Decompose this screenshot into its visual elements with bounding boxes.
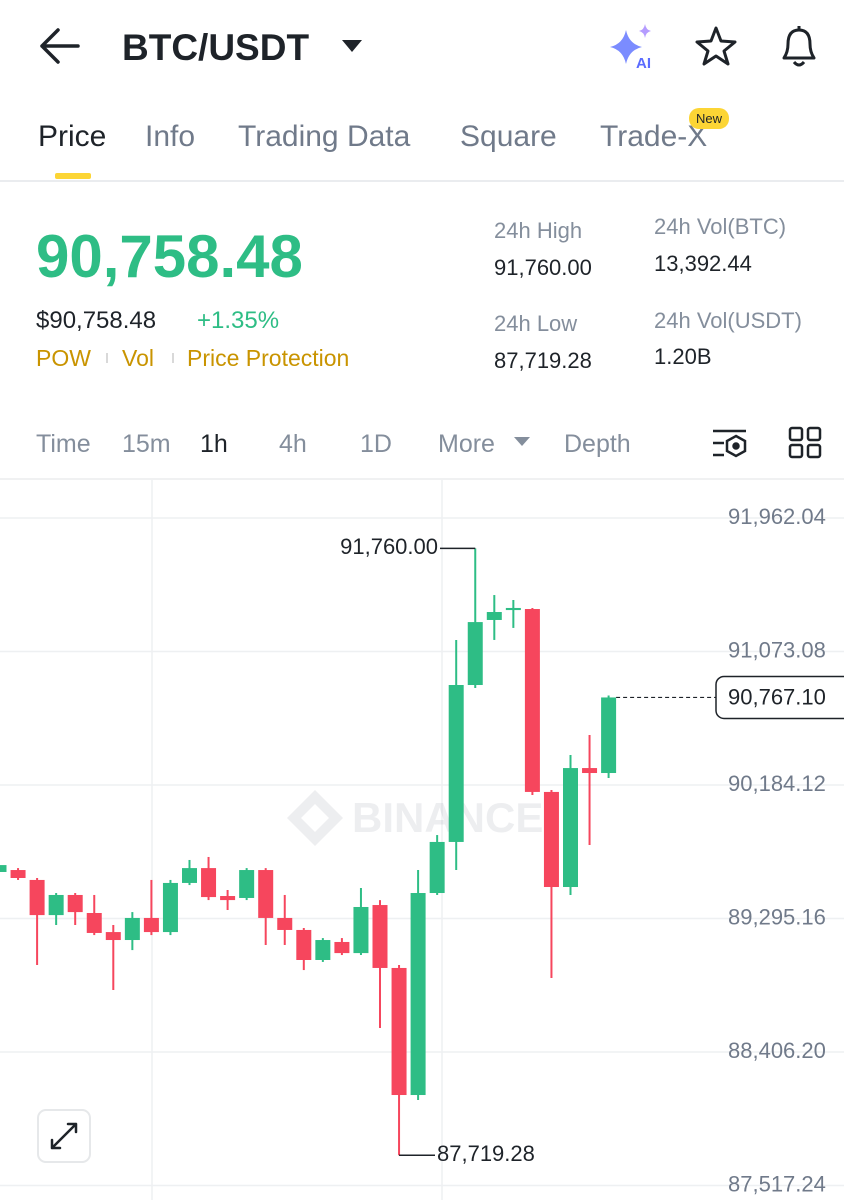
candle-body [296, 929, 312, 960]
candle-body [524, 609, 540, 792]
high-label: 91,760.00 [340, 534, 438, 559]
candle-body [563, 768, 578, 888]
layout-button[interactable] [788, 426, 822, 459]
usd-price: $90,758.48 [36, 307, 156, 334]
interval[interactable]: 4h [279, 430, 307, 458]
ai-button[interactable]: AI [610, 24, 651, 72]
candle-body [239, 870, 255, 898]
candle-body [391, 967, 407, 1096]
back-button[interactable] [40, 28, 80, 64]
candle-body [220, 896, 236, 901]
price-change: +1.35% [197, 307, 279, 334]
watermark: BINANCE [287, 790, 543, 846]
stat-label: 24h Vol(USDT) [654, 308, 802, 333]
interval[interactable]: 1D [360, 430, 392, 458]
candle-body [429, 841, 445, 894]
stat-label: 24h High [494, 218, 582, 243]
watermark-logo [287, 790, 343, 846]
last-price: 90,758.48 [36, 223, 303, 290]
y-tick-label: 88,406.20 [728, 1038, 826, 1063]
tag[interactable]: POW [36, 345, 91, 371]
interval[interactable]: Time [36, 430, 91, 458]
candle-body [601, 697, 617, 774]
indicator-settings[interactable] [713, 429, 747, 458]
candle-body [505, 607, 521, 611]
candle-body [410, 893, 426, 1096]
y-tick-label: 91,962.04 [728, 504, 826, 529]
interval[interactable]: More [438, 430, 495, 458]
tab[interactable]: Trading Data [238, 120, 411, 153]
stat-value: 1.20B [654, 344, 712, 369]
candle-body [10, 870, 26, 878]
candle-body [124, 917, 140, 941]
tab[interactable]: Info [145, 120, 195, 153]
y-tick-label: 87,517.24 [728, 1171, 826, 1196]
more-caret [514, 437, 530, 446]
pair-title[interactable]: BTC/USDT [122, 27, 309, 68]
candle-body [467, 622, 483, 686]
tag[interactable]: Vol [122, 345, 154, 371]
tab-indicator [55, 173, 91, 179]
candle-body [48, 894, 64, 916]
candle-body [448, 685, 464, 842]
tab[interactable]: Trade-X [600, 120, 707, 153]
tab[interactable]: Square [460, 120, 557, 153]
candle-body [86, 912, 102, 933]
low-label: 87,719.28 [437, 1141, 535, 1166]
tab[interactable]: Price [38, 120, 106, 153]
stat-value: 87,719.28 [494, 348, 592, 373]
interval[interactable]: Depth [564, 430, 631, 458]
y-tick-label: 89,295.16 [728, 904, 826, 929]
last-price-box [715, 675, 844, 720]
candle-body [162, 882, 178, 933]
candle-body [582, 768, 598, 774]
stat-label: 24h Vol(BTC) [654, 214, 786, 239]
candle-body [277, 917, 293, 930]
y-tick-label: 90,184.12 [728, 771, 826, 796]
interval[interactable]: 1h [200, 430, 228, 458]
candle-body [486, 612, 502, 620]
candle-body [29, 879, 45, 916]
new-badge [689, 108, 729, 129]
stat-value: 13,392.44 [654, 251, 752, 276]
y-tick-label: 91,073.08 [728, 637, 826, 662]
candle-body [372, 905, 388, 968]
expand-button[interactable] [37, 1109, 91, 1163]
interval[interactable]: 15m [122, 430, 171, 458]
tag[interactable]: Price Protection [187, 345, 349, 371]
candle-body [0, 865, 7, 872]
candle-body [315, 940, 331, 960]
pair-dropdown[interactable] [342, 40, 362, 52]
alert-button[interactable] [782, 26, 816, 67]
candle-body [353, 906, 369, 954]
candle-body [67, 894, 83, 913]
last-price-label: 90,767.10 [728, 684, 826, 709]
candle-body [258, 870, 274, 918]
stat-label: 24h Low [494, 311, 577, 336]
watermark-text: BINANCE [352, 794, 543, 841]
candle-body [143, 917, 159, 933]
new-badge-label: New [696, 111, 723, 126]
candle-body [543, 791, 559, 888]
candle-body [105, 932, 121, 941]
favorite-button[interactable] [695, 26, 737, 66]
stat-value: 91,760.00 [494, 255, 592, 280]
candle-body [334, 941, 350, 954]
candlestick-chart: BINANCE 91,760.00 87,719.28 91,962.04 91,073… [0, 480, 844, 1200]
ai-label: AI [636, 55, 651, 72]
candle-body [201, 868, 217, 898]
candle-body [182, 868, 197, 883]
